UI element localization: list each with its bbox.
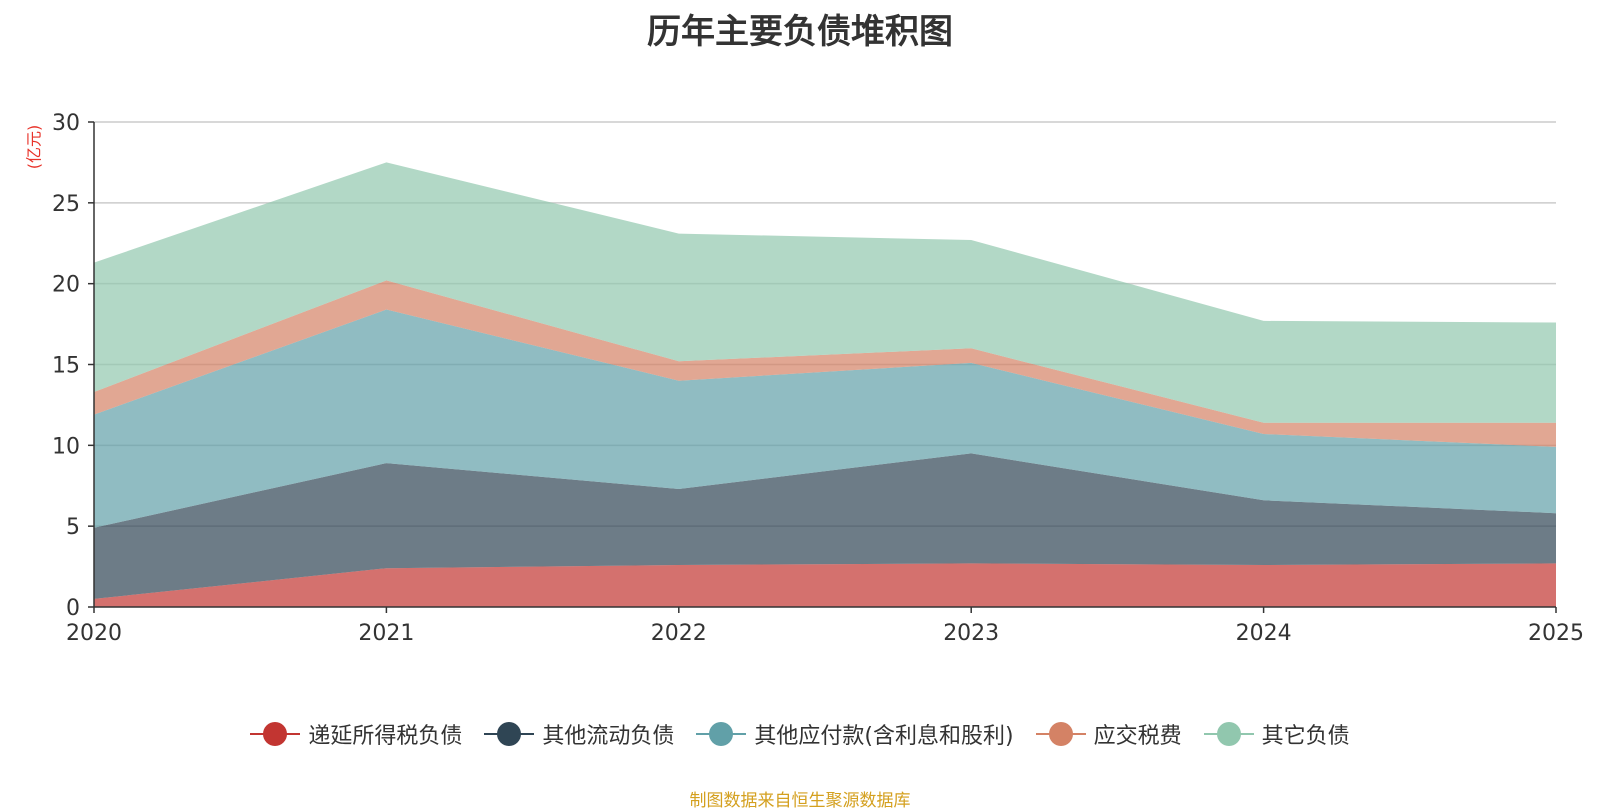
legend-item-1[interactable]: 其他流动负债	[484, 718, 674, 750]
x-tick-label-2020: 2020	[66, 621, 122, 646]
area-series-3	[94, 280, 1556, 447]
legend-item-0[interactable]: 递延所得税负债	[250, 718, 462, 750]
legend-marker-3	[1035, 721, 1086, 747]
area-series-1	[94, 453, 1556, 599]
area-series-0	[94, 563, 1556, 607]
x-tick-label-2025: 2025	[1528, 621, 1584, 646]
y-tick-label-25: 25	[52, 192, 80, 217]
legend-item-2[interactable]: 其他应付款(含利息和股利)	[696, 718, 1014, 750]
legend-item-4[interactable]: 其它负债	[1203, 718, 1350, 750]
legend-label-4: 其它负债	[1261, 724, 1350, 749]
x-tick-label-2023: 2023	[943, 621, 999, 646]
y-tick-label-10: 10	[52, 434, 80, 459]
legend-label-0: 递延所得税负债	[308, 724, 463, 749]
legend-marker-dot	[497, 722, 522, 746]
legend-marker-4	[1203, 721, 1254, 747]
legend-label-2: 其他应付款(含利息和股利)	[754, 724, 1014, 749]
x-tick-label-2021: 2021	[358, 621, 414, 646]
x-tick-label-2022: 2022	[651, 621, 707, 646]
legend-item-3[interactable]: 应交税费	[1035, 718, 1182, 750]
legend-marker-dot	[263, 722, 288, 746]
area-layer	[94, 162, 1556, 607]
y-tick-label-20: 20	[52, 273, 80, 298]
legend-marker-dot	[1048, 722, 1073, 746]
x-tick-label-2024: 2024	[1236, 621, 1292, 646]
legend-marker-1	[484, 721, 535, 747]
legend-marker-dot	[1216, 722, 1241, 746]
legend-marker-dot	[709, 722, 734, 746]
area-series-4	[94, 162, 1556, 423]
y-tick-label-5: 5	[66, 515, 80, 540]
y-tick-label-30: 30	[52, 111, 80, 136]
source-note: 制图数据来自恒生聚源数据库	[689, 791, 911, 811]
legend-label-1: 其他流动负债	[542, 724, 675, 749]
area-series-2	[94, 309, 1556, 528]
y-tick-label-15: 15	[52, 354, 80, 379]
chart-title: 历年主要负债堆积图	[647, 12, 953, 52]
legend: 递延所得税负债 其他流动负债 其他应付款(含利息和股利) 应交税费 其它负债	[0, 718, 1600, 750]
legend-label-3: 应交税费	[1093, 724, 1182, 749]
legend-marker-0	[250, 721, 301, 747]
y-tick-label-0: 0	[66, 596, 80, 621]
legend-marker-2	[696, 721, 747, 747]
